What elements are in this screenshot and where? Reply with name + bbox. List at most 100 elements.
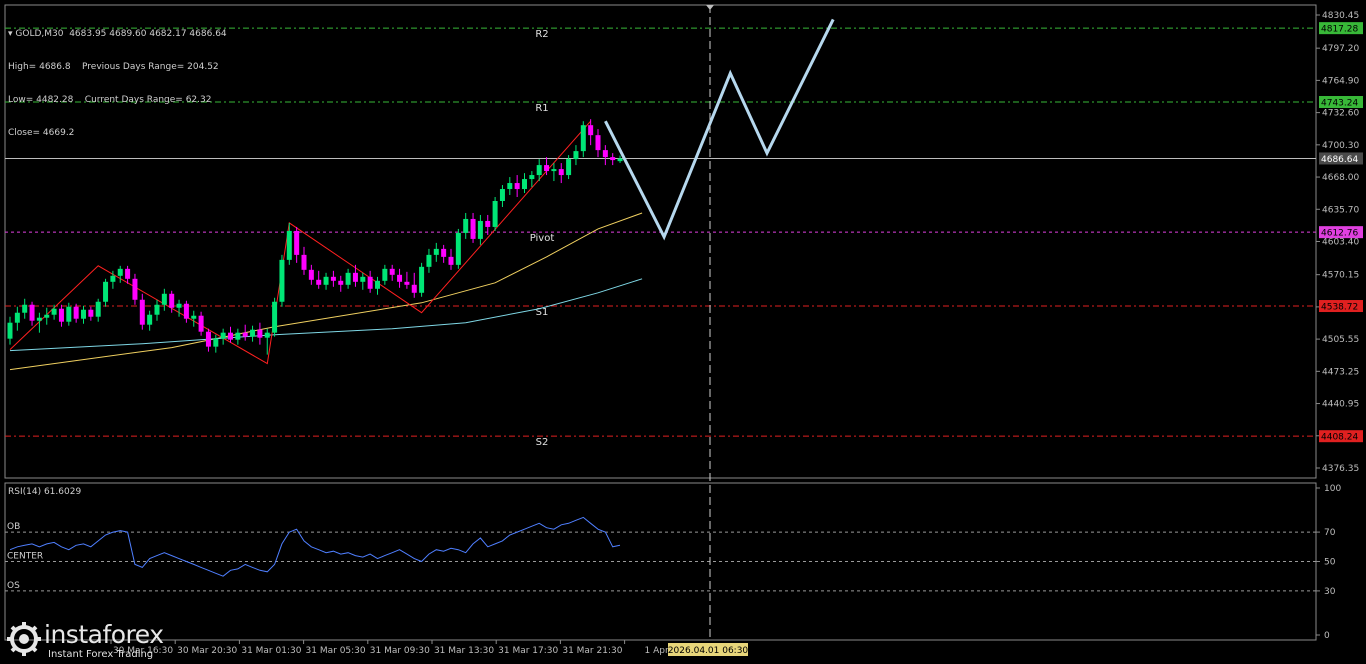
rsi-level-label: CENTER (7, 552, 43, 562)
price-tag-label: 4686.64 (1321, 155, 1358, 165)
time-tick-label: 31 Mar 13:30 (434, 646, 494, 656)
level-name-pivot: Pivot (530, 233, 555, 244)
bull-candle (463, 218, 469, 233)
bear-candle (316, 279, 322, 285)
bear-candle (88, 309, 94, 317)
bear-candle (139, 299, 145, 325)
bear-candle (352, 272, 358, 282)
bull-candle (375, 280, 380, 289)
bear-candle (294, 230, 300, 255)
bull-candle (617, 158, 623, 162)
instaforex-logo: instaforex Instant Forex Trading (4, 620, 180, 662)
bear-candle (558, 169, 564, 176)
bull-candle (279, 259, 285, 302)
time-tick-label: 1 Apr (645, 646, 669, 656)
bull-candle (286, 230, 292, 260)
bear-candle (330, 276, 336, 281)
bear-candle (228, 332, 233, 340)
bull-candle (507, 183, 513, 190)
bull-candle (7, 322, 13, 339)
bull-candle (22, 304, 28, 313)
rsi-tick-label: 30 (1324, 587, 1336, 597)
price-tick-label: 4764.90 (1322, 76, 1359, 86)
bear-candle (389, 268, 395, 275)
current-time-tag-label: 2026.04.01 06:30 (668, 646, 749, 656)
bull-candle (566, 159, 572, 176)
bull-candle (66, 306, 72, 322)
bear-candle (338, 280, 344, 285)
price-tick-label: 4603.40 (1322, 238, 1359, 248)
bull-candle (522, 179, 527, 190)
bear-candle (205, 331, 211, 347)
price-tick-label: 4505.55 (1322, 335, 1359, 345)
time-tick-label: 30 Mar 16:30 (113, 646, 173, 656)
bull-candle (264, 332, 270, 338)
price-tag-bg (1319, 430, 1363, 443)
bull-candle (580, 125, 586, 152)
price-tick-label: 4668.00 (1322, 173, 1359, 183)
rsi-level-label: OS (7, 581, 20, 591)
level-name-s2: S2 (536, 437, 549, 448)
bull-candle (191, 315, 197, 319)
bull-candle (499, 189, 505, 201)
bear-candle (610, 157, 616, 161)
bull-candle (161, 293, 167, 305)
bear-candle (367, 276, 373, 289)
rsi-line (9, 516, 621, 577)
bull-candle (536, 165, 542, 176)
bull-candle (147, 314, 153, 325)
price-tag-label: 4743.24 (1321, 98, 1358, 108)
price-tick-label: 4635.70 (1322, 205, 1359, 215)
time-tick-label: 31 Mar 17:30 (498, 646, 558, 656)
bull-candle (360, 276, 366, 282)
bear-candle (588, 125, 594, 136)
time-tick-label: 31 Mar 09:30 (370, 646, 430, 656)
bull-candle (220, 332, 226, 339)
bear-candle (58, 308, 64, 322)
bear-candle (257, 329, 263, 338)
bear-candle (132, 278, 138, 300)
bear-candle (470, 218, 476, 239)
level-name-r1: R1 (535, 103, 548, 114)
price-tick-label: 4440.95 (1322, 400, 1359, 410)
gear-logo-icon (7, 622, 41, 656)
brand-name: instaforex (44, 620, 164, 649)
bull-candle (492, 200, 498, 227)
ohlc-info-panel: ▾ GOLD,M30 4683.95 4689.60 4682.17 4686.… (8, 7, 227, 150)
bull-candle (573, 151, 579, 160)
rsi-tick-label: 0 (1324, 631, 1330, 641)
time-marker-arrow-icon (706, 5, 714, 10)
projection-path (604, 18, 835, 241)
close-line: Close= 4669.2 (8, 128, 75, 138)
ma-slow-line (9, 278, 643, 352)
bull-candle (154, 304, 160, 315)
price-tag-bg (1319, 226, 1363, 239)
bull-candle (14, 312, 20, 323)
price-tick-label: 4570.15 (1322, 271, 1359, 281)
bull-candle (110, 275, 116, 282)
rsi-tick-label: 100 (1324, 484, 1341, 494)
rsi-tick-label: 50 (1324, 558, 1336, 568)
price-tag-label: 4612.76 (1321, 229, 1358, 239)
bear-candle (198, 315, 204, 332)
symbol-line: ▾ GOLD,M30 4683.95 4689.60 4682.17 4686.… (8, 29, 227, 39)
current-time-tag-bg (668, 643, 748, 656)
high-line: High= 4686.8 Previous Days Range= 204.52 (8, 62, 219, 72)
bear-candle (397, 274, 403, 282)
bear-candle (125, 268, 131, 279)
bear-candle (183, 303, 189, 319)
brand-tagline: Instant Forex Trading (48, 649, 154, 660)
bear-candle (308, 269, 314, 280)
bull-candle (235, 332, 241, 340)
price-tag-label: 4817.28 (1321, 25, 1358, 35)
low-line: Low= 4482.28 Current Days Range= 62.32 (8, 95, 212, 105)
rsi-title: RSI(14) 61.6029 (8, 487, 81, 497)
bull-candle (551, 169, 557, 172)
price-tag-bg (1319, 22, 1363, 35)
bear-candle (448, 256, 454, 265)
time-tick-label: 30 Mar 20:30 (177, 646, 237, 656)
bull-candle (345, 272, 351, 285)
bear-candle (485, 220, 491, 227)
bear-candle (404, 281, 410, 285)
